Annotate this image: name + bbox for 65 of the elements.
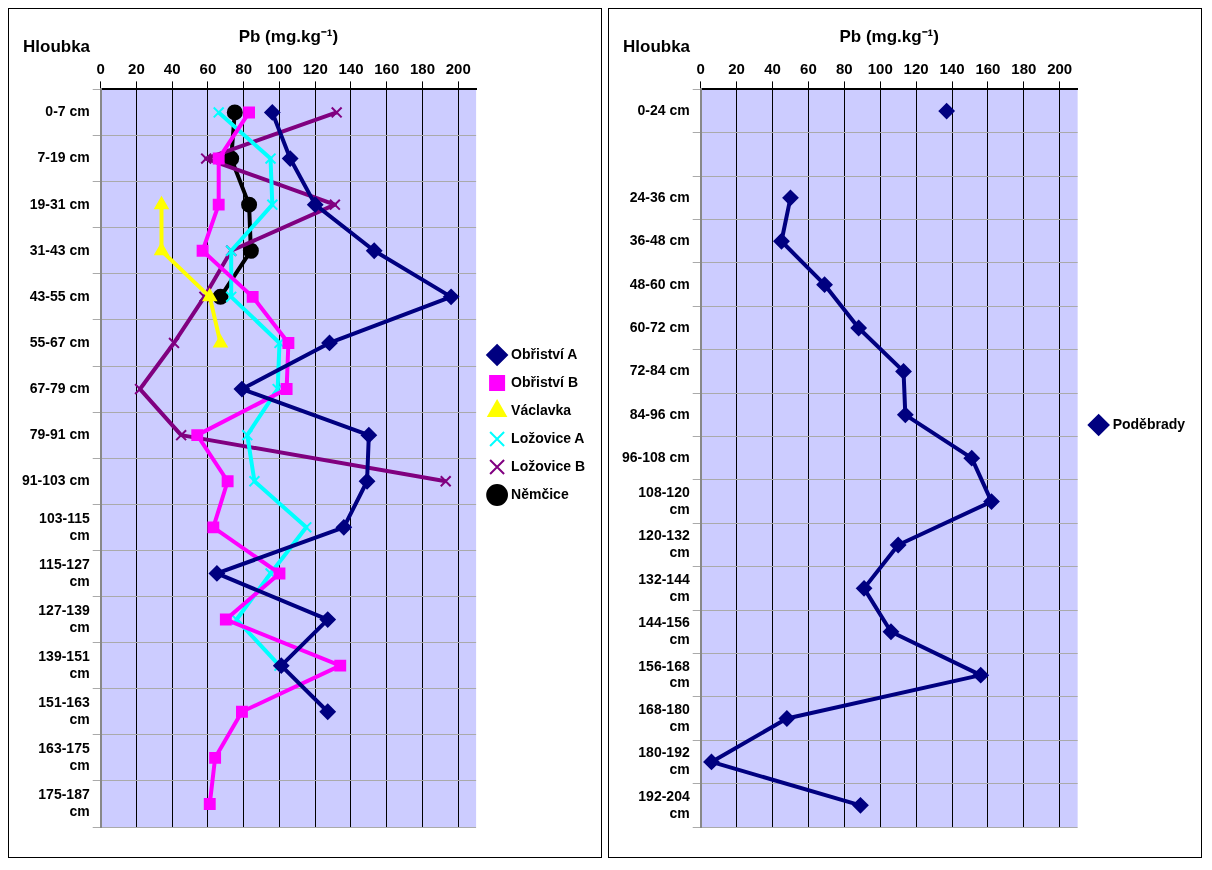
y-tick-label: 151-163 cm — [38, 694, 90, 728]
y-tick-label: 7-19 cm — [37, 149, 90, 166]
y-tick-label: 156-168 cm — [638, 657, 690, 691]
x-tick-label: 0 — [96, 59, 105, 77]
y-tick-label: 163-175 cm — [38, 740, 90, 774]
x-tick-label: 60 — [199, 59, 217, 77]
y-tick-label: 132-144 cm — [638, 570, 690, 604]
y-axis-title: Hloubka — [623, 36, 691, 56]
y-tick-label: 24-36 cm — [629, 188, 690, 205]
x-tick-label: 100 — [266, 59, 292, 77]
y-tick-label: 192-204 cm — [638, 787, 690, 821]
y-tick-label: 180-192 cm — [638, 744, 690, 778]
x-tick-label: 200 — [1047, 59, 1073, 77]
legend-label: Václavka — [511, 401, 572, 418]
x-axis-title: Pb (mg.kg⁻¹) — [238, 26, 339, 46]
x-tick-label: 40 — [764, 59, 781, 77]
legend-label: Obřiství A — [511, 345, 578, 362]
y-axis-title: Hloubka — [23, 36, 91, 56]
y-tick-label: 175-187 cm — [38, 786, 90, 820]
x-tick-label: 200 — [445, 59, 471, 77]
x-tick-label: 40 — [163, 59, 181, 77]
x-tick-label: 60 — [800, 59, 817, 77]
x-tick-label: 0 — [696, 59, 705, 77]
x-tick-label: 140 — [338, 59, 364, 77]
x-tick-label: 120 — [903, 59, 929, 77]
y-tick-label: 60-72 cm — [629, 318, 690, 335]
legend-label: Obřiství B — [511, 373, 578, 390]
y-tick-label: 115-127 cm — [39, 555, 90, 589]
x-tick-label: 20 — [128, 59, 145, 77]
y-tick-label: 108-120 cm — [638, 484, 690, 517]
y-tick-label: 139-151 cm — [38, 648, 90, 681]
y-tick-label: 120-132 cm — [638, 527, 690, 561]
x-tick-label: 180 — [409, 59, 435, 77]
y-tick-label: 168-180 cm — [638, 700, 690, 734]
x-tick-label: 80 — [835, 59, 853, 77]
x-tick-label: 140 — [939, 59, 965, 77]
y-tick-label: 0-24 cm — [637, 101, 690, 118]
y-tick-label: 144-156 cm — [638, 614, 690, 648]
legend-label: Němčice — [511, 485, 569, 502]
y-tick-label: 91-103 cm — [22, 472, 90, 489]
x-tick-label: 20 — [728, 59, 745, 77]
y-tick-label: 72-84 cm — [629, 362, 690, 379]
y-tick-label: 67-79 cm — [29, 379, 90, 396]
y-tick-label: 84-96 cm — [629, 405, 690, 422]
y-tick-label: 103-115 cm — [39, 509, 90, 543]
legend-label: Poděbrady — [1112, 415, 1186, 432]
x-tick-label: 120 — [302, 59, 328, 77]
x-tick-label: 100 — [867, 59, 893, 77]
y-tick-label: 55-67 cm — [29, 333, 90, 350]
x-tick-label: 80 — [235, 59, 253, 77]
x-tick-label: 160 — [975, 59, 1001, 77]
y-tick-label: 79-91 cm — [29, 426, 90, 443]
legend-label: Ložovice B — [511, 457, 585, 474]
y-tick-label: 43-55 cm — [29, 287, 90, 304]
y-tick-label: 48-60 cm — [629, 275, 690, 292]
y-tick-label: 96-108 cm — [622, 449, 690, 466]
y-tick-label: 127-139 cm — [38, 602, 90, 635]
x-tick-label: 180 — [1011, 59, 1037, 77]
y-tick-label: 0-7 cm — [45, 103, 90, 120]
y-tick-label: 19-31 cm — [29, 195, 90, 212]
x-tick-label: 160 — [374, 59, 400, 77]
x-axis-title: Pb (mg.kg⁻¹) — [839, 26, 939, 46]
legend-label: Ložovice A — [511, 429, 585, 446]
y-tick-label: 36-48 cm — [629, 232, 690, 249]
y-tick-label: 31-43 cm — [29, 241, 90, 258]
